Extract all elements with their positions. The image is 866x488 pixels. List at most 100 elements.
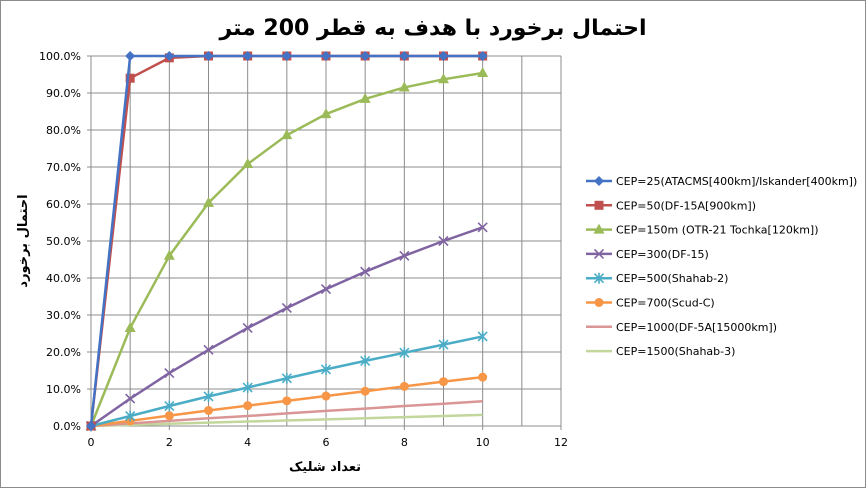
data-point <box>477 330 488 342</box>
data-point <box>164 51 175 61</box>
y-axis-title: احتمال برخورد <box>16 194 31 287</box>
data-point <box>321 391 331 401</box>
x-tick-label: 12 <box>554 436 568 449</box>
legend-label: CEP=25(ATACMS[400km]/Iskander[400km]) <box>616 175 857 188</box>
data-point <box>438 51 449 61</box>
y-tick-label: 10.0% <box>46 383 81 396</box>
y-tick-label: 70.0% <box>46 161 81 174</box>
data-point <box>594 176 604 186</box>
legend-item: CEP=25(ATACMS[400km]/Iskander[400km]) <box>586 175 857 188</box>
data-point <box>204 405 213 415</box>
data-point <box>398 81 410 92</box>
data-point <box>399 51 410 61</box>
legend-item: CEP=300(DF-15) <box>586 248 709 261</box>
data-point <box>281 129 293 140</box>
legend: CEP=25(ATACMS[400km]/Iskander[400km]) CEP… <box>586 175 857 358</box>
data-point <box>242 158 254 169</box>
series-layer <box>85 51 489 432</box>
legend-item: CEP=1500(Shahab-3) <box>586 345 735 358</box>
data-point <box>593 223 605 234</box>
y-tick-label: 40.0% <box>46 272 81 285</box>
data-point <box>438 73 449 84</box>
data-point <box>203 51 214 61</box>
data-point <box>321 51 331 61</box>
data-point <box>477 51 488 61</box>
x-tick-label: 6 <box>323 436 330 449</box>
data-point <box>281 372 292 384</box>
data-point <box>281 302 292 314</box>
x-tick-label: 0 <box>88 436 95 449</box>
data-point <box>360 266 371 277</box>
data-point <box>320 108 332 119</box>
legend-label: CEP=50(DF-15A[900km]) <box>616 199 756 212</box>
series-7 <box>90 399 483 428</box>
data-point <box>594 298 604 307</box>
x-tick-labels: 0 2 4 6 8 10 12 <box>88 436 569 449</box>
data-point <box>125 73 135 83</box>
y-tick-label: 100.0% <box>39 50 81 63</box>
data-point <box>399 250 410 261</box>
data-point <box>164 411 174 421</box>
data-point <box>125 51 136 61</box>
data-point <box>477 67 489 78</box>
data-point <box>86 421 96 431</box>
series-4 <box>85 222 488 432</box>
series-line <box>90 399 483 428</box>
data-point <box>320 284 332 295</box>
y-tick-label: 30.0% <box>46 309 81 322</box>
legend-item: CEP=1000(DF-5A[15000km]) <box>586 321 777 334</box>
data-point <box>282 396 292 406</box>
legend-label: CEP=1000(DF-5A[15000km]) <box>616 321 777 334</box>
data-point <box>203 344 214 355</box>
x-tick-label: 10 <box>476 436 490 449</box>
x-tick-label: 8 <box>401 436 408 449</box>
legend-item: CEP=50(DF-15A[900km]) <box>586 199 756 212</box>
data-point <box>438 339 449 351</box>
legend-label: CEP=1500(Shahab-3) <box>616 345 735 358</box>
data-point <box>164 368 175 379</box>
data-point <box>281 51 292 61</box>
data-point <box>360 386 370 396</box>
chart-title: احتمال برخورد با هدف به قطر 200 متر <box>218 16 646 41</box>
data-point <box>124 321 136 332</box>
series-1 <box>86 51 488 431</box>
legend-label: CEP=500(Shahab-2) <box>616 272 728 285</box>
legend-item: CEP=150m (OTR-21 Tochka[120km]) <box>586 223 819 237</box>
data-point <box>242 51 253 61</box>
data-point <box>203 390 214 402</box>
data-point <box>242 322 253 334</box>
y-tick-label: 20.0% <box>46 346 81 359</box>
data-point <box>593 248 605 259</box>
data-point <box>203 196 214 207</box>
data-point <box>125 410 136 422</box>
data-point <box>477 222 488 233</box>
series-line <box>90 413 483 428</box>
x-axis-title: تعداد شلیک <box>289 460 361 475</box>
y-tick-label: 50.0% <box>46 235 81 248</box>
data-point <box>438 235 449 247</box>
legend-label: CEP=300(DF-15) <box>616 248 709 261</box>
data-point <box>360 51 371 61</box>
y-tick-label: 60.0% <box>46 198 81 211</box>
y-tick-labels: 0.0% 10.0% 20.0% 30.0% 40.0% 50.0% 60.0% 70.0% 8… <box>39 50 81 433</box>
y-tick-label: 0.0% <box>53 420 81 433</box>
legend-item: CEP=700(Scud-C) <box>586 297 715 310</box>
data-point <box>242 382 253 394</box>
data-point <box>399 347 410 359</box>
data-point <box>593 272 605 284</box>
legend-item: CEP=500(Shahab-2) <box>586 272 728 285</box>
legend-label: CEP=150m (OTR-21 Tochka[120km]) <box>616 224 819 237</box>
data-point <box>439 377 448 387</box>
x-tick-label: 4 <box>244 436 251 449</box>
x-tick-label: 2 <box>166 436 173 449</box>
series-5 <box>85 330 488 432</box>
data-point <box>164 400 175 412</box>
data-point <box>360 355 371 367</box>
data-point <box>478 372 488 382</box>
series-8 <box>90 413 483 428</box>
y-tick-label: 80.0% <box>46 124 81 137</box>
data-point <box>320 363 332 375</box>
data-point <box>163 249 175 260</box>
legend-label: CEP=700(Scud-C) <box>616 297 715 310</box>
